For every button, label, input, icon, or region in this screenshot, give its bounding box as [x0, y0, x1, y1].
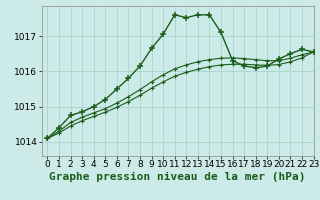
- X-axis label: Graphe pression niveau de la mer (hPa): Graphe pression niveau de la mer (hPa): [49, 172, 306, 182]
